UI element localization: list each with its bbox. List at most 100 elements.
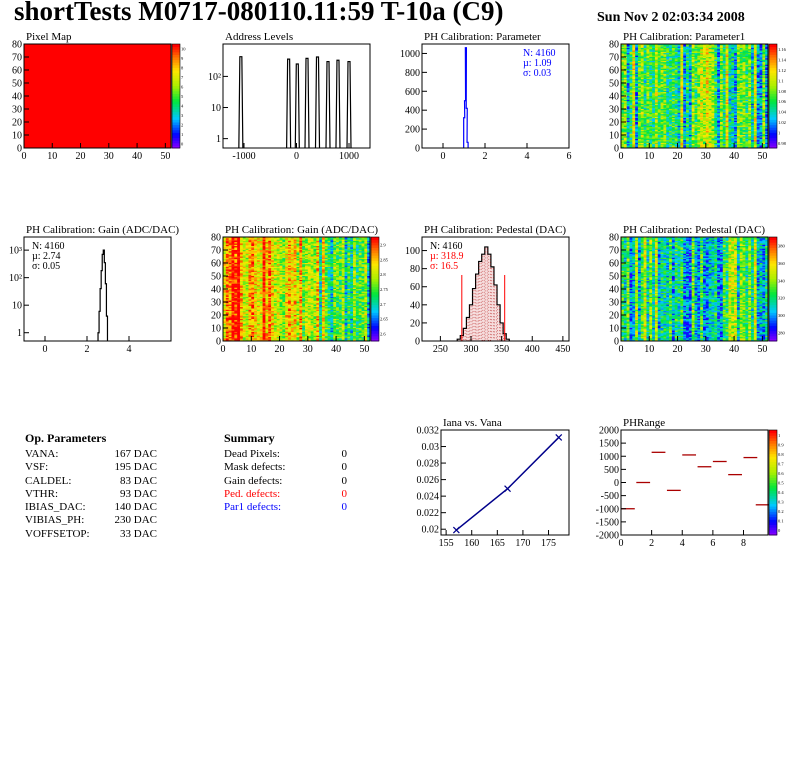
heatmap-cell (753, 140, 757, 142)
heatmap-cell (632, 129, 636, 132)
heatmap-fill (24, 44, 171, 148)
heatmap-cell (700, 140, 704, 142)
heatmap-cell (635, 76, 639, 79)
heatmap-cell (756, 120, 760, 123)
heatmap-cell (748, 84, 752, 86)
y-tick-label: 50 (609, 79, 619, 90)
heatmap-cell (725, 80, 729, 82)
heatmap-cell (736, 115, 741, 118)
heatmap-cell (719, 62, 724, 64)
heatmap-cell (640, 98, 644, 101)
heatmap-cell (711, 83, 715, 85)
heatmap-cell (705, 137, 709, 140)
heatmap-cell (646, 101, 650, 103)
heatmap-cell (654, 114, 659, 116)
heatmap-cell (714, 94, 718, 97)
heatmap-cell (686, 103, 690, 106)
heatmap-cell (691, 106, 695, 108)
heatmap-cell (748, 118, 752, 120)
heatmap-cell (717, 102, 721, 105)
heatmap-cell (697, 50, 701, 53)
z-color-step (172, 85, 180, 89)
heatmap-cell (691, 114, 695, 116)
heatmap-cell (725, 123, 729, 125)
heatmap-cell (623, 131, 627, 133)
heatmap-cell (728, 138, 732, 141)
heatmap-cell (654, 49, 659, 51)
heatmap-cell (654, 119, 659, 121)
heatmap-cell (714, 137, 718, 140)
heatmap-cell (734, 129, 738, 132)
heatmap-cell (652, 145, 656, 147)
heatmap-cell (762, 138, 766, 141)
heatmap-cell (722, 101, 726, 103)
heatmap-cell (663, 72, 667, 75)
heatmap-cell (697, 119, 701, 121)
heatmap-cell (714, 128, 718, 131)
heatmap-cell (725, 112, 729, 115)
heatmap-cell (759, 132, 763, 134)
heatmap-cell (745, 138, 749, 141)
heatmap-cell (640, 138, 644, 141)
heatmap-cell (666, 63, 670, 66)
heatmap-cell (671, 54, 676, 56)
heatmap-cell (736, 145, 741, 147)
heatmap-cell (719, 77, 724, 80)
heatmap-cell (700, 62, 704, 64)
heatmap-cell (623, 47, 627, 50)
heatmap-cell (688, 66, 692, 68)
heatmap-cell (719, 114, 724, 116)
heatmap-cell (725, 72, 729, 75)
heatmap-cell (686, 115, 690, 118)
heatmap-cell (722, 145, 726, 147)
heatmap-cell (640, 84, 644, 86)
heatmap-cell (626, 119, 630, 121)
heatmap-cell (765, 96, 769, 98)
heatmap-cell (714, 136, 718, 138)
heatmap-cell (688, 136, 692, 138)
heatmap-cell (697, 94, 701, 97)
heatmap-cell (731, 62, 735, 64)
heatmap-cell (742, 66, 746, 68)
heatmap-cell (663, 122, 667, 124)
heatmap-cell (694, 88, 698, 90)
heatmap-cell (734, 97, 738, 99)
heatmap-cell (657, 47, 661, 50)
heatmap-cell (652, 110, 656, 112)
heatmap-cell (680, 135, 684, 137)
heatmap-cell (686, 119, 690, 121)
heatmap-cell (762, 102, 766, 105)
x-tick-label: 30 (701, 151, 711, 162)
heatmap-cell (643, 75, 647, 77)
heatmap-cell (745, 53, 749, 55)
heatmap-cell (728, 135, 732, 137)
heatmap-cell (702, 131, 707, 133)
heatmap-cell (719, 79, 724, 81)
heatmap-cell (652, 70, 656, 72)
heatmap-cell (674, 145, 678, 147)
heatmap-cell (629, 44, 633, 46)
heatmap-cell (677, 106, 681, 108)
heatmap-cell (717, 73, 721, 76)
heatmap-cell (663, 92, 667, 94)
heatmap-cell (711, 70, 715, 72)
heatmap-cell (671, 128, 676, 131)
heatmap-cell (708, 70, 712, 72)
heatmap-cell (717, 142, 721, 145)
heatmap-cell (629, 145, 633, 147)
heatmap-cell (671, 119, 676, 121)
heatmap-cell (660, 92, 664, 94)
heatmap-cell (742, 47, 746, 50)
heatmap-cell (652, 142, 656, 145)
heatmap-cell (660, 129, 664, 132)
heatmap-cell (652, 62, 656, 64)
heatmap-cell (657, 140, 661, 142)
heatmap-cell (635, 57, 639, 59)
heatmap-cell (660, 138, 664, 141)
heatmap-cell (751, 112, 755, 115)
heatmap-cell (700, 46, 704, 49)
heatmap-cell (739, 81, 743, 84)
heatmap-cell (640, 129, 644, 132)
heatmap-cell (657, 75, 661, 77)
heatmap-cell (649, 57, 653, 59)
